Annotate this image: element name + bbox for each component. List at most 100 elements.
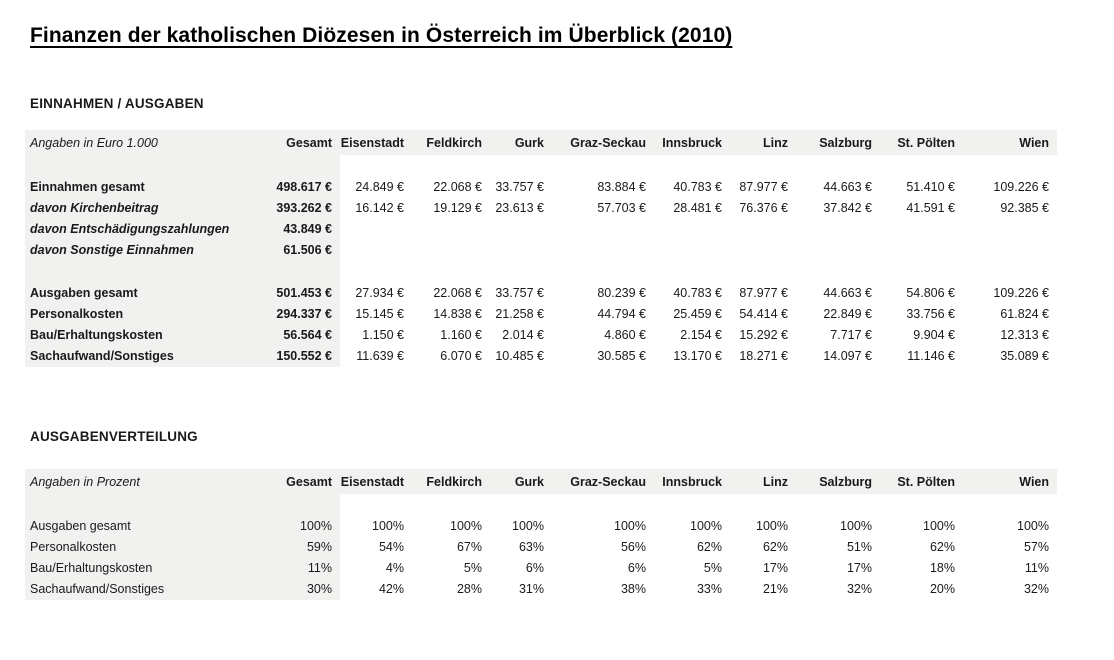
cell-value: 35.089 € bbox=[1000, 349, 1049, 363]
table-row: Ausgaben gesamt 501.453 € 27.934 € 22.068 €… bbox=[25, 283, 1057, 304]
cell-value: 100% bbox=[756, 519, 788, 533]
cell-gesamt bbox=[257, 494, 340, 516]
cell-value: 57.703 € bbox=[597, 201, 646, 215]
column-header-gesamt: Gesamt bbox=[257, 130, 340, 155]
cell-value: 61.824 € bbox=[1000, 307, 1049, 321]
row-label: davon Sonstige Einnahmen bbox=[25, 240, 257, 261]
cell-value: 63% bbox=[518, 540, 544, 554]
cell-value: 54.414 € bbox=[739, 307, 788, 321]
cell-value: 32% bbox=[846, 582, 872, 596]
table-row: davon Kirchenbeitrag 393.262 € 16.142 € 19.… bbox=[25, 198, 1057, 219]
cell-value bbox=[412, 240, 490, 261]
row-label bbox=[25, 261, 257, 283]
cell-value: 19.129 € bbox=[433, 201, 482, 215]
cell-value: 20% bbox=[929, 582, 955, 596]
cell-value bbox=[340, 219, 412, 240]
cell-value bbox=[796, 494, 880, 516]
table-row: Einnahmen gesamt 498.617 € 24.849 € 22.068 … bbox=[25, 177, 1057, 198]
cell-value: 15.292 € bbox=[739, 328, 788, 342]
cell-value: 33.757 € bbox=[495, 180, 544, 194]
cell-value: 40.783 € bbox=[673, 286, 722, 300]
cell-value: 41.591 € bbox=[906, 201, 955, 215]
cell-gesamt: 43.849 € bbox=[257, 219, 340, 240]
cell-value: 6.070 € bbox=[440, 349, 482, 363]
cell-value bbox=[963, 261, 1057, 283]
cell-gesamt: 100% bbox=[257, 516, 340, 537]
cell-value bbox=[340, 494, 412, 516]
cell-value: 28.481 € bbox=[673, 201, 722, 215]
table-row: Sachaufwand/Sonstiges 150.552 € 11.639 € 6.… bbox=[25, 346, 1057, 367]
table-row: davon Sonstige Einnahmen 61.506 € bbox=[25, 240, 1057, 261]
cell-value: 1.160 € bbox=[440, 328, 482, 342]
cell-value: 32% bbox=[1023, 582, 1049, 596]
cell-value bbox=[730, 240, 796, 261]
cell-value: 17% bbox=[846, 561, 872, 575]
cell-value: 100% bbox=[690, 519, 722, 533]
cell-value: 10.485 € bbox=[495, 349, 544, 363]
cell-value: 18% bbox=[929, 561, 955, 575]
table-row: Ausgaben gesamt 100% 100% 100% 100% 100% 100% 1… bbox=[25, 516, 1057, 537]
cell-value: 33% bbox=[696, 582, 722, 596]
cell-value: 87.977 € bbox=[739, 180, 788, 194]
cell-value: 14.097 € bbox=[823, 349, 872, 363]
cell-value: 44.663 € bbox=[823, 180, 872, 194]
cell-value: 21% bbox=[762, 582, 788, 596]
cell-gesamt: 11% bbox=[257, 558, 340, 579]
column-header-eisenstadt: Eisenstadt bbox=[340, 130, 412, 155]
cell-gesamt bbox=[257, 155, 340, 177]
cell-value bbox=[412, 155, 490, 177]
cell-value: 109.226 € bbox=[993, 286, 1049, 300]
cell-value bbox=[654, 261, 730, 283]
cell-value bbox=[730, 494, 796, 516]
cell-value bbox=[552, 240, 654, 261]
cell-value: 16.142 € bbox=[355, 201, 404, 215]
cell-value: 28% bbox=[456, 582, 482, 596]
cell-value: 33.756 € bbox=[906, 307, 955, 321]
column-header-salzburg: Salzburg bbox=[796, 130, 880, 155]
page-title: Finanzen der katholischen Diözesen in Ös… bbox=[30, 24, 733, 47]
cell-value: 6% bbox=[627, 561, 646, 575]
cell-value: 14.838 € bbox=[433, 307, 482, 321]
cell-value: 92.385 € bbox=[1000, 201, 1049, 215]
cell-value: 42% bbox=[378, 582, 404, 596]
table-unit-label: Angaben in Euro 1.000 bbox=[25, 130, 257, 155]
column-header-wien: Wien bbox=[963, 130, 1057, 155]
row-label: Bau/Erhaltungskosten bbox=[25, 325, 257, 346]
table-row: davon Entschädigungszahlungen 43.849 € bbox=[25, 219, 1057, 240]
cell-gesamt: 30% bbox=[257, 579, 340, 600]
cell-value: 100% bbox=[450, 519, 482, 533]
cell-value: 24.849 € bbox=[355, 180, 404, 194]
cell-value bbox=[552, 494, 654, 516]
cell-value: 57% bbox=[1023, 540, 1049, 554]
cell-value bbox=[490, 494, 552, 516]
cell-value bbox=[552, 261, 654, 283]
cell-value: 31% bbox=[518, 582, 544, 596]
column-header-feldkirch: Feldkirch bbox=[412, 469, 490, 494]
cell-value bbox=[490, 219, 552, 240]
cell-value: 54.806 € bbox=[906, 286, 955, 300]
row-label: Ausgaben gesamt bbox=[25, 283, 257, 304]
row-label: Bau/Erhaltungskosten bbox=[25, 558, 257, 579]
table-row: Personalkosten 294.337 € 15.145 € 14.838 € 2… bbox=[25, 304, 1057, 325]
row-label: Sachaufwand/Sonstiges bbox=[25, 346, 257, 367]
cell-value: 5% bbox=[463, 561, 482, 575]
cell-value bbox=[796, 155, 880, 177]
column-header-wien: Wien bbox=[963, 469, 1057, 494]
cell-value: 7.717 € bbox=[830, 328, 872, 342]
cell-value bbox=[654, 155, 730, 177]
cell-value: 62% bbox=[762, 540, 788, 554]
cell-gesamt bbox=[257, 261, 340, 283]
column-header-st-pölten: St. Pölten bbox=[880, 130, 963, 155]
cell-value: 4.860 € bbox=[604, 328, 646, 342]
cell-value bbox=[880, 240, 963, 261]
row-label: Einnahmen gesamt bbox=[25, 177, 257, 198]
cell-value: 30.585 € bbox=[597, 349, 646, 363]
cell-value bbox=[730, 219, 796, 240]
cell-value: 80.239 € bbox=[597, 286, 646, 300]
cell-value: 2.154 € bbox=[680, 328, 722, 342]
column-header-linz: Linz bbox=[730, 469, 796, 494]
column-header-gesamt: Gesamt bbox=[257, 469, 340, 494]
cell-value: 87.977 € bbox=[739, 286, 788, 300]
cell-value: 100% bbox=[840, 519, 872, 533]
column-header-gurk: Gurk bbox=[490, 469, 552, 494]
